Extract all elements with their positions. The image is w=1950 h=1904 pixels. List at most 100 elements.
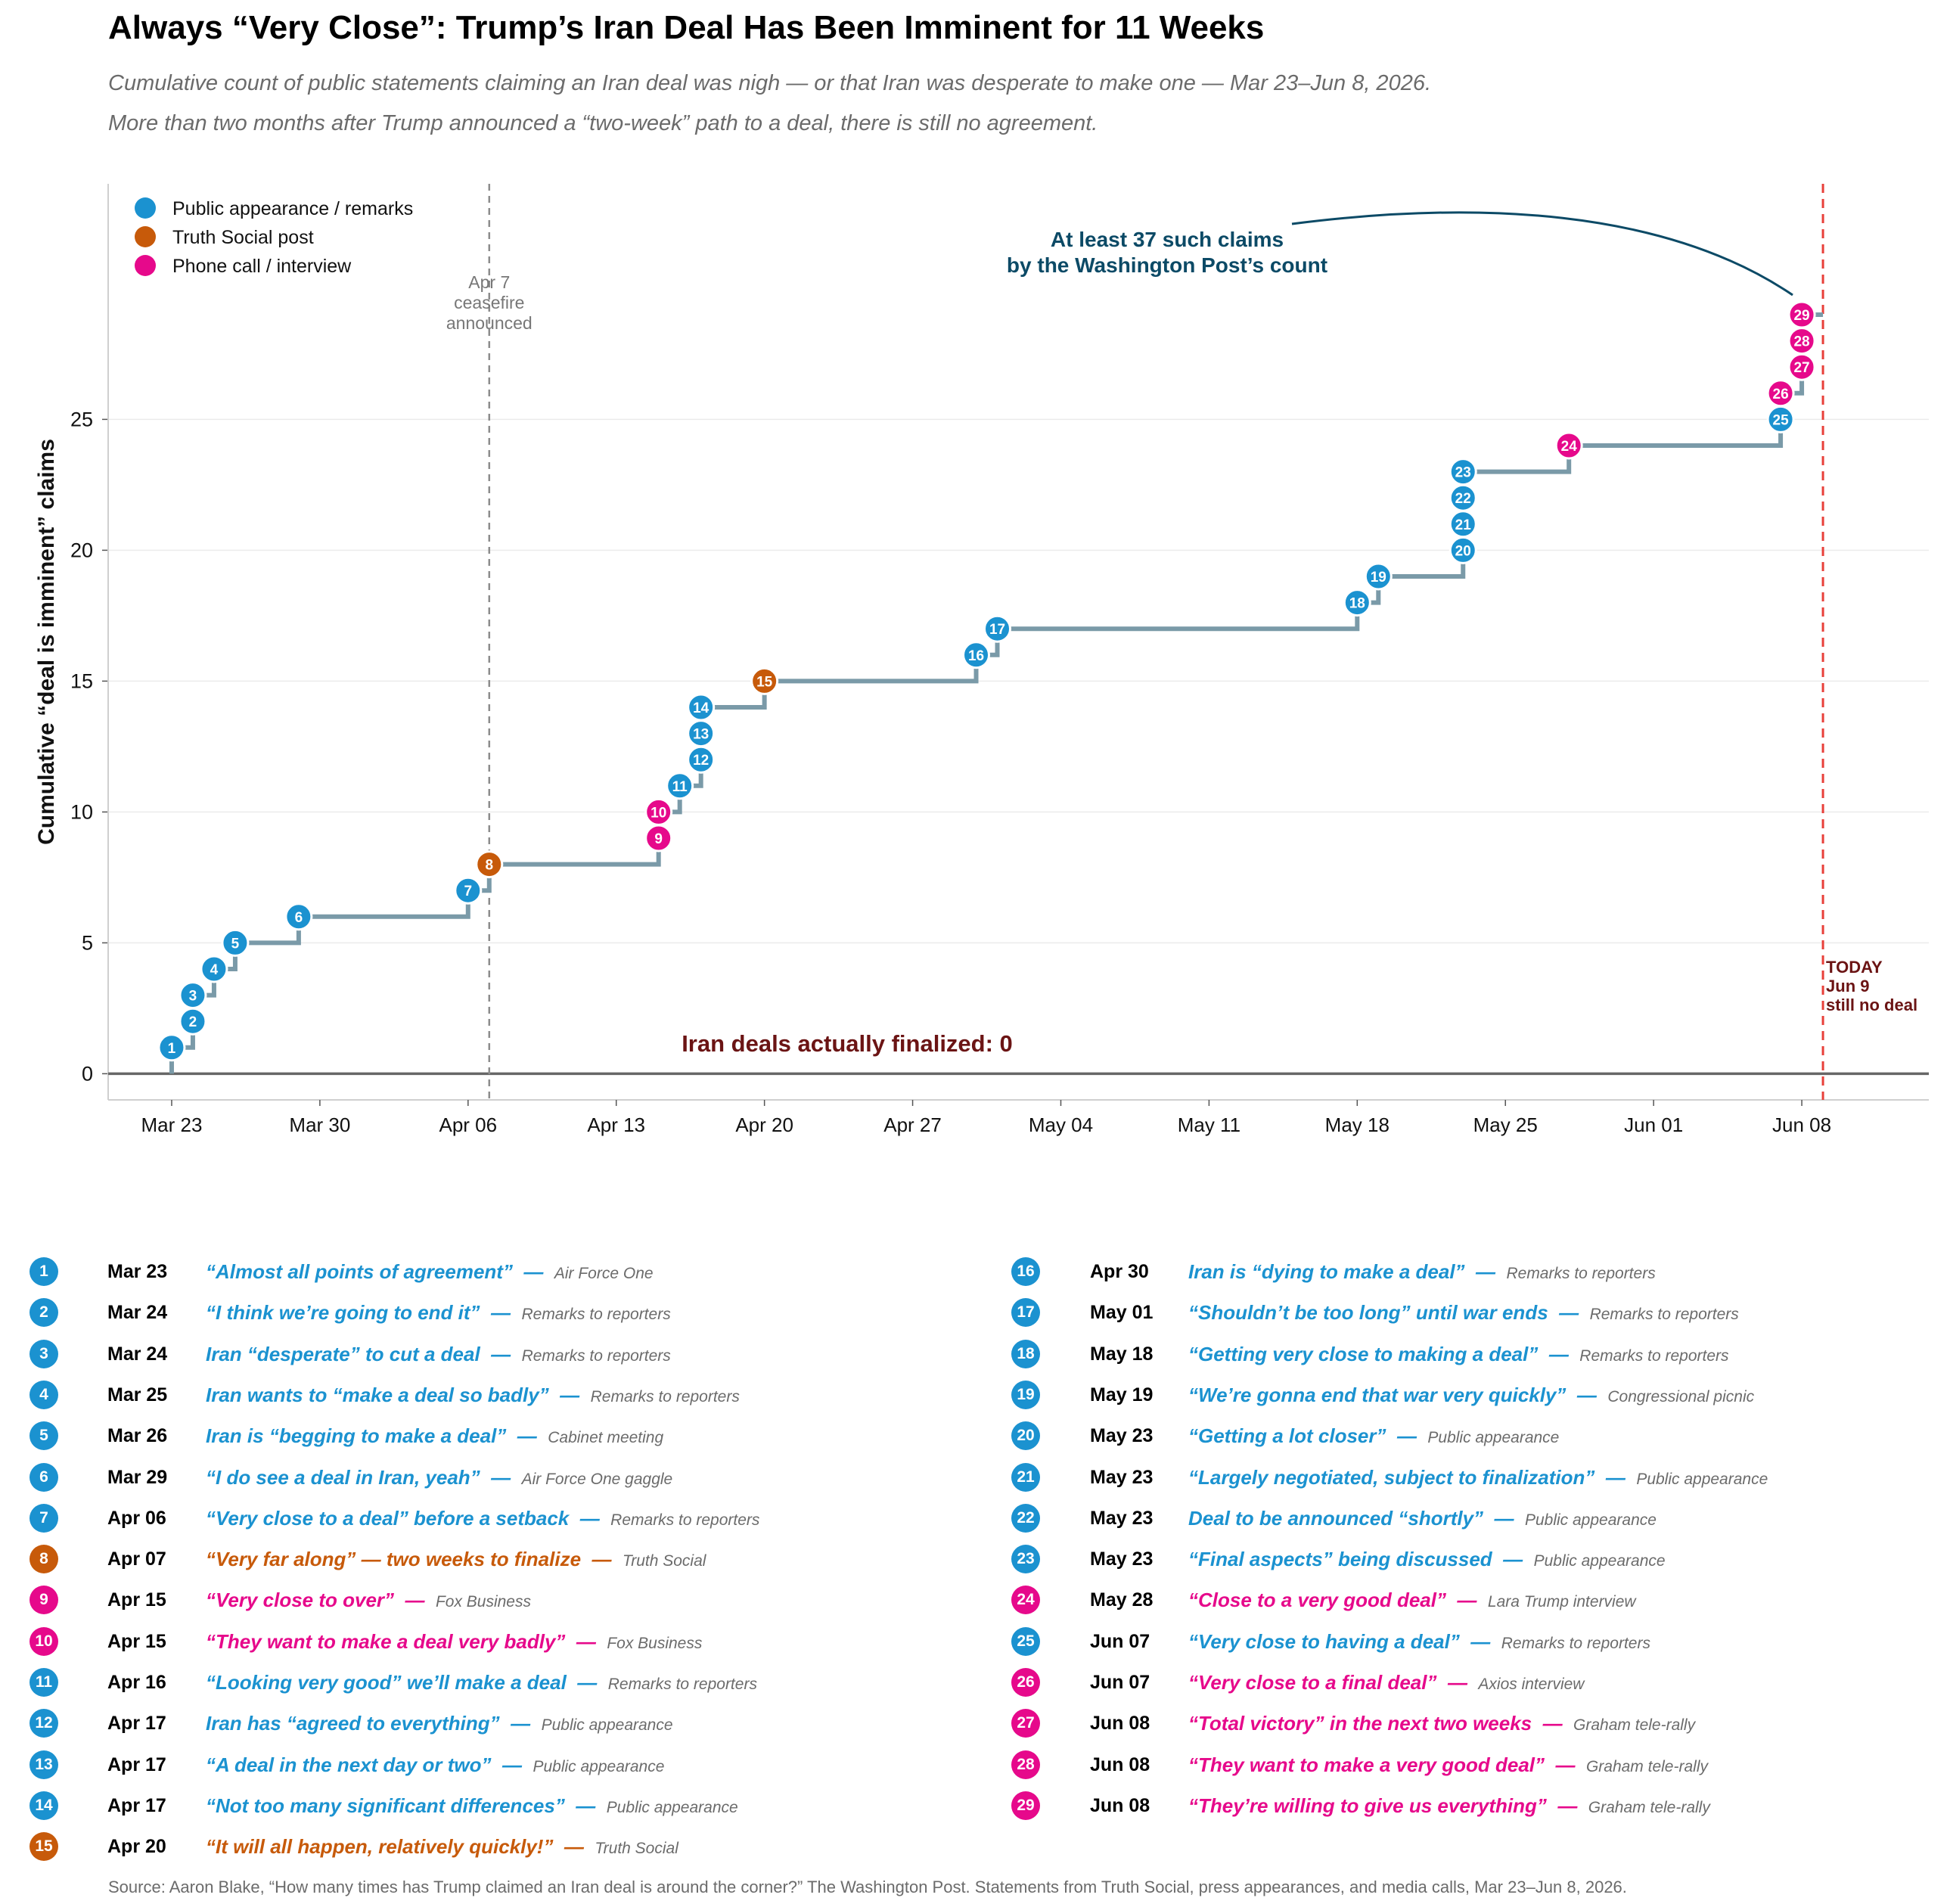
event-number-badge: 23 xyxy=(1011,1545,1040,1574)
event-date: Jun 08 xyxy=(1090,1794,1150,1816)
event-number-badge: 19 xyxy=(1011,1380,1040,1409)
event-date: Mar 26 xyxy=(107,1425,168,1447)
event-date: Apr 17 xyxy=(107,1794,166,1816)
event-quote: Iran is “begging to make a deal” xyxy=(206,1424,507,1448)
event-date: May 23 xyxy=(1090,1425,1154,1447)
event-dash: — xyxy=(499,1712,542,1735)
event-marker xyxy=(983,614,1012,643)
event-marker xyxy=(179,981,207,1010)
event-marker-number: 15 xyxy=(756,674,773,690)
event-row: 29 Jun 08 “They’re willing to give us ever… xyxy=(982,1787,1950,1825)
event-date: May 23 xyxy=(1090,1507,1154,1529)
event-date: May 28 xyxy=(1090,1589,1154,1611)
event-statement: “Final aspects” being discussed — Public… xyxy=(1188,1548,1666,1571)
event-statement: “Almost all points of agreement” — Air F… xyxy=(206,1260,654,1284)
event-date: Mar 24 xyxy=(107,1302,168,1324)
event-statement: “Very close to having a deal” — Remarks … xyxy=(1188,1630,1650,1654)
event-dash: — xyxy=(1538,1342,1580,1365)
cumulative-step-line xyxy=(169,312,1824,1074)
today-label: TODAY xyxy=(1826,958,1883,977)
event-number-badge: 14 xyxy=(29,1791,58,1820)
event-number-badge: 17 xyxy=(1011,1298,1040,1328)
event-dash: — xyxy=(1532,1712,1574,1735)
event-source: Truth Social xyxy=(622,1552,706,1570)
today-label: still no deal xyxy=(1826,995,1917,1014)
event-number-badge: 12 xyxy=(29,1709,58,1738)
event-date: Apr 30 xyxy=(1090,1261,1149,1282)
event-dash: — xyxy=(1386,1424,1428,1448)
event-dash: — xyxy=(1464,1260,1507,1283)
event-row: 24 May 28 “Close to a very good deal” — La… xyxy=(982,1581,1950,1619)
event-quote: “Very close to having a deal” xyxy=(1188,1629,1460,1653)
event-source: Graham tele-rally xyxy=(1573,1716,1696,1735)
event-dash: — xyxy=(394,1589,436,1612)
event-quote: “We’re gonna end that war very quickly” xyxy=(1188,1383,1567,1406)
event-source: Truth Social xyxy=(595,1840,678,1858)
event-quote: “Close to a very good deal” xyxy=(1188,1589,1446,1612)
event-source: Remarks to reporters xyxy=(521,1346,671,1365)
event-marker-number: 28 xyxy=(1793,334,1809,350)
event-marker-number: 10 xyxy=(651,805,666,821)
event-marker-number: 7 xyxy=(464,884,473,899)
event-quote: “It will all happen, relatively quickly!… xyxy=(206,1835,554,1859)
event-quote: “They’re willing to give us everything” xyxy=(1188,1794,1547,1817)
y-tick-label: 15 xyxy=(70,669,93,692)
event-statement: “A deal in the next day or two” — Public… xyxy=(206,1753,664,1777)
chart-subtitle-2: More than two months after Trump announc… xyxy=(108,111,1098,135)
event-source: Graham tele-rally xyxy=(1585,1757,1708,1775)
event-row: 25 Jun 07 “Very close to having a deal” — … xyxy=(982,1623,1950,1660)
event-source: Public appearance xyxy=(1533,1552,1666,1570)
x-tick-label: Mar 23 xyxy=(141,1114,203,1136)
legend-marker-truth xyxy=(135,226,156,247)
event-dash: — xyxy=(1459,1629,1501,1653)
event-marker-number: 13 xyxy=(693,727,709,743)
event-dash: — xyxy=(1545,1753,1586,1776)
event-quote: Deal to be announced “shortly” xyxy=(1188,1506,1484,1530)
event-statement: “They want to make a deal very badly” — … xyxy=(206,1630,702,1654)
event-quote: “Total victory” in the next two weeks xyxy=(1188,1712,1532,1735)
legend-marker-phone xyxy=(135,255,156,276)
event-dash: — xyxy=(1546,1794,1588,1817)
event-number-badge: 20 xyxy=(1011,1421,1040,1451)
event-quote: “Shouldn’t be too long” until war ends xyxy=(1188,1301,1548,1325)
event-quote: “I do see a deal in Iran, yeah” xyxy=(206,1465,480,1489)
today-label: Jun 9 xyxy=(1826,977,1869,995)
event-date: May 19 xyxy=(1090,1384,1154,1405)
event-marker xyxy=(157,1033,186,1062)
event-row: 20 May 23 “Getting a lot closer” — Public … xyxy=(982,1417,1950,1455)
event-number-badge: 9 xyxy=(29,1586,58,1615)
x-tick-label: May 25 xyxy=(1473,1114,1538,1136)
chart-subtitle-1: Cumulative count of public statements cl… xyxy=(108,71,1432,95)
event-dash: — xyxy=(1445,1589,1488,1612)
event-row: 27 Jun 08 “Total victory” in the next two … xyxy=(982,1704,1950,1742)
event-date: May 01 xyxy=(1090,1302,1154,1324)
event-row: 1 Mar 23 “Almost all points of agreement” … xyxy=(0,1253,968,1291)
x-tick-label: Mar 30 xyxy=(289,1114,350,1136)
event-statement: “Getting very close to making a deal” — … xyxy=(1188,1343,1729,1366)
event-number-badge: 3 xyxy=(29,1339,58,1368)
event-source: Public appearance xyxy=(606,1798,738,1816)
event-source: Fox Business xyxy=(607,1634,703,1652)
event-row: 19 May 19 “We’re gonna end that war very q… xyxy=(982,1376,1950,1414)
event-quote: Iran has “agreed to everything” xyxy=(206,1712,500,1735)
event-quote: “Very close to a deal” before a setback xyxy=(206,1506,570,1530)
event-row: 13 Apr 17 “A deal in the next day or two” … xyxy=(0,1746,968,1784)
event-statement: Iran is “begging to make a deal” — Cabin… xyxy=(206,1424,663,1448)
event-source: Cabinet meeting xyxy=(548,1429,664,1447)
event-source: Remarks to reporters xyxy=(607,1676,757,1693)
event-number-badge: 10 xyxy=(29,1626,58,1656)
event-date: Mar 23 xyxy=(107,1261,168,1282)
event-marker-number: 5 xyxy=(231,936,240,952)
event-quote: “Very far along” — two weeks to finalize xyxy=(206,1548,582,1571)
event-source: Public appearance xyxy=(533,1757,665,1775)
event-source: Public appearance xyxy=(541,1716,673,1735)
event-row: 15 Apr 20 “It will all happen, relatively … xyxy=(0,1828,968,1865)
wapo-arrow xyxy=(1291,211,1793,297)
event-statement: “Very far along” — two weeks to finalize… xyxy=(206,1548,706,1571)
event-row: 10 Apr 15 “They want to make a deal very b… xyxy=(0,1623,968,1660)
event-date: Jun 08 xyxy=(1090,1753,1150,1775)
event-marker xyxy=(962,641,991,669)
event-number-badge: 6 xyxy=(29,1462,58,1492)
event-dash: — xyxy=(1548,1301,1590,1325)
event-dash: — xyxy=(1436,1671,1479,1694)
